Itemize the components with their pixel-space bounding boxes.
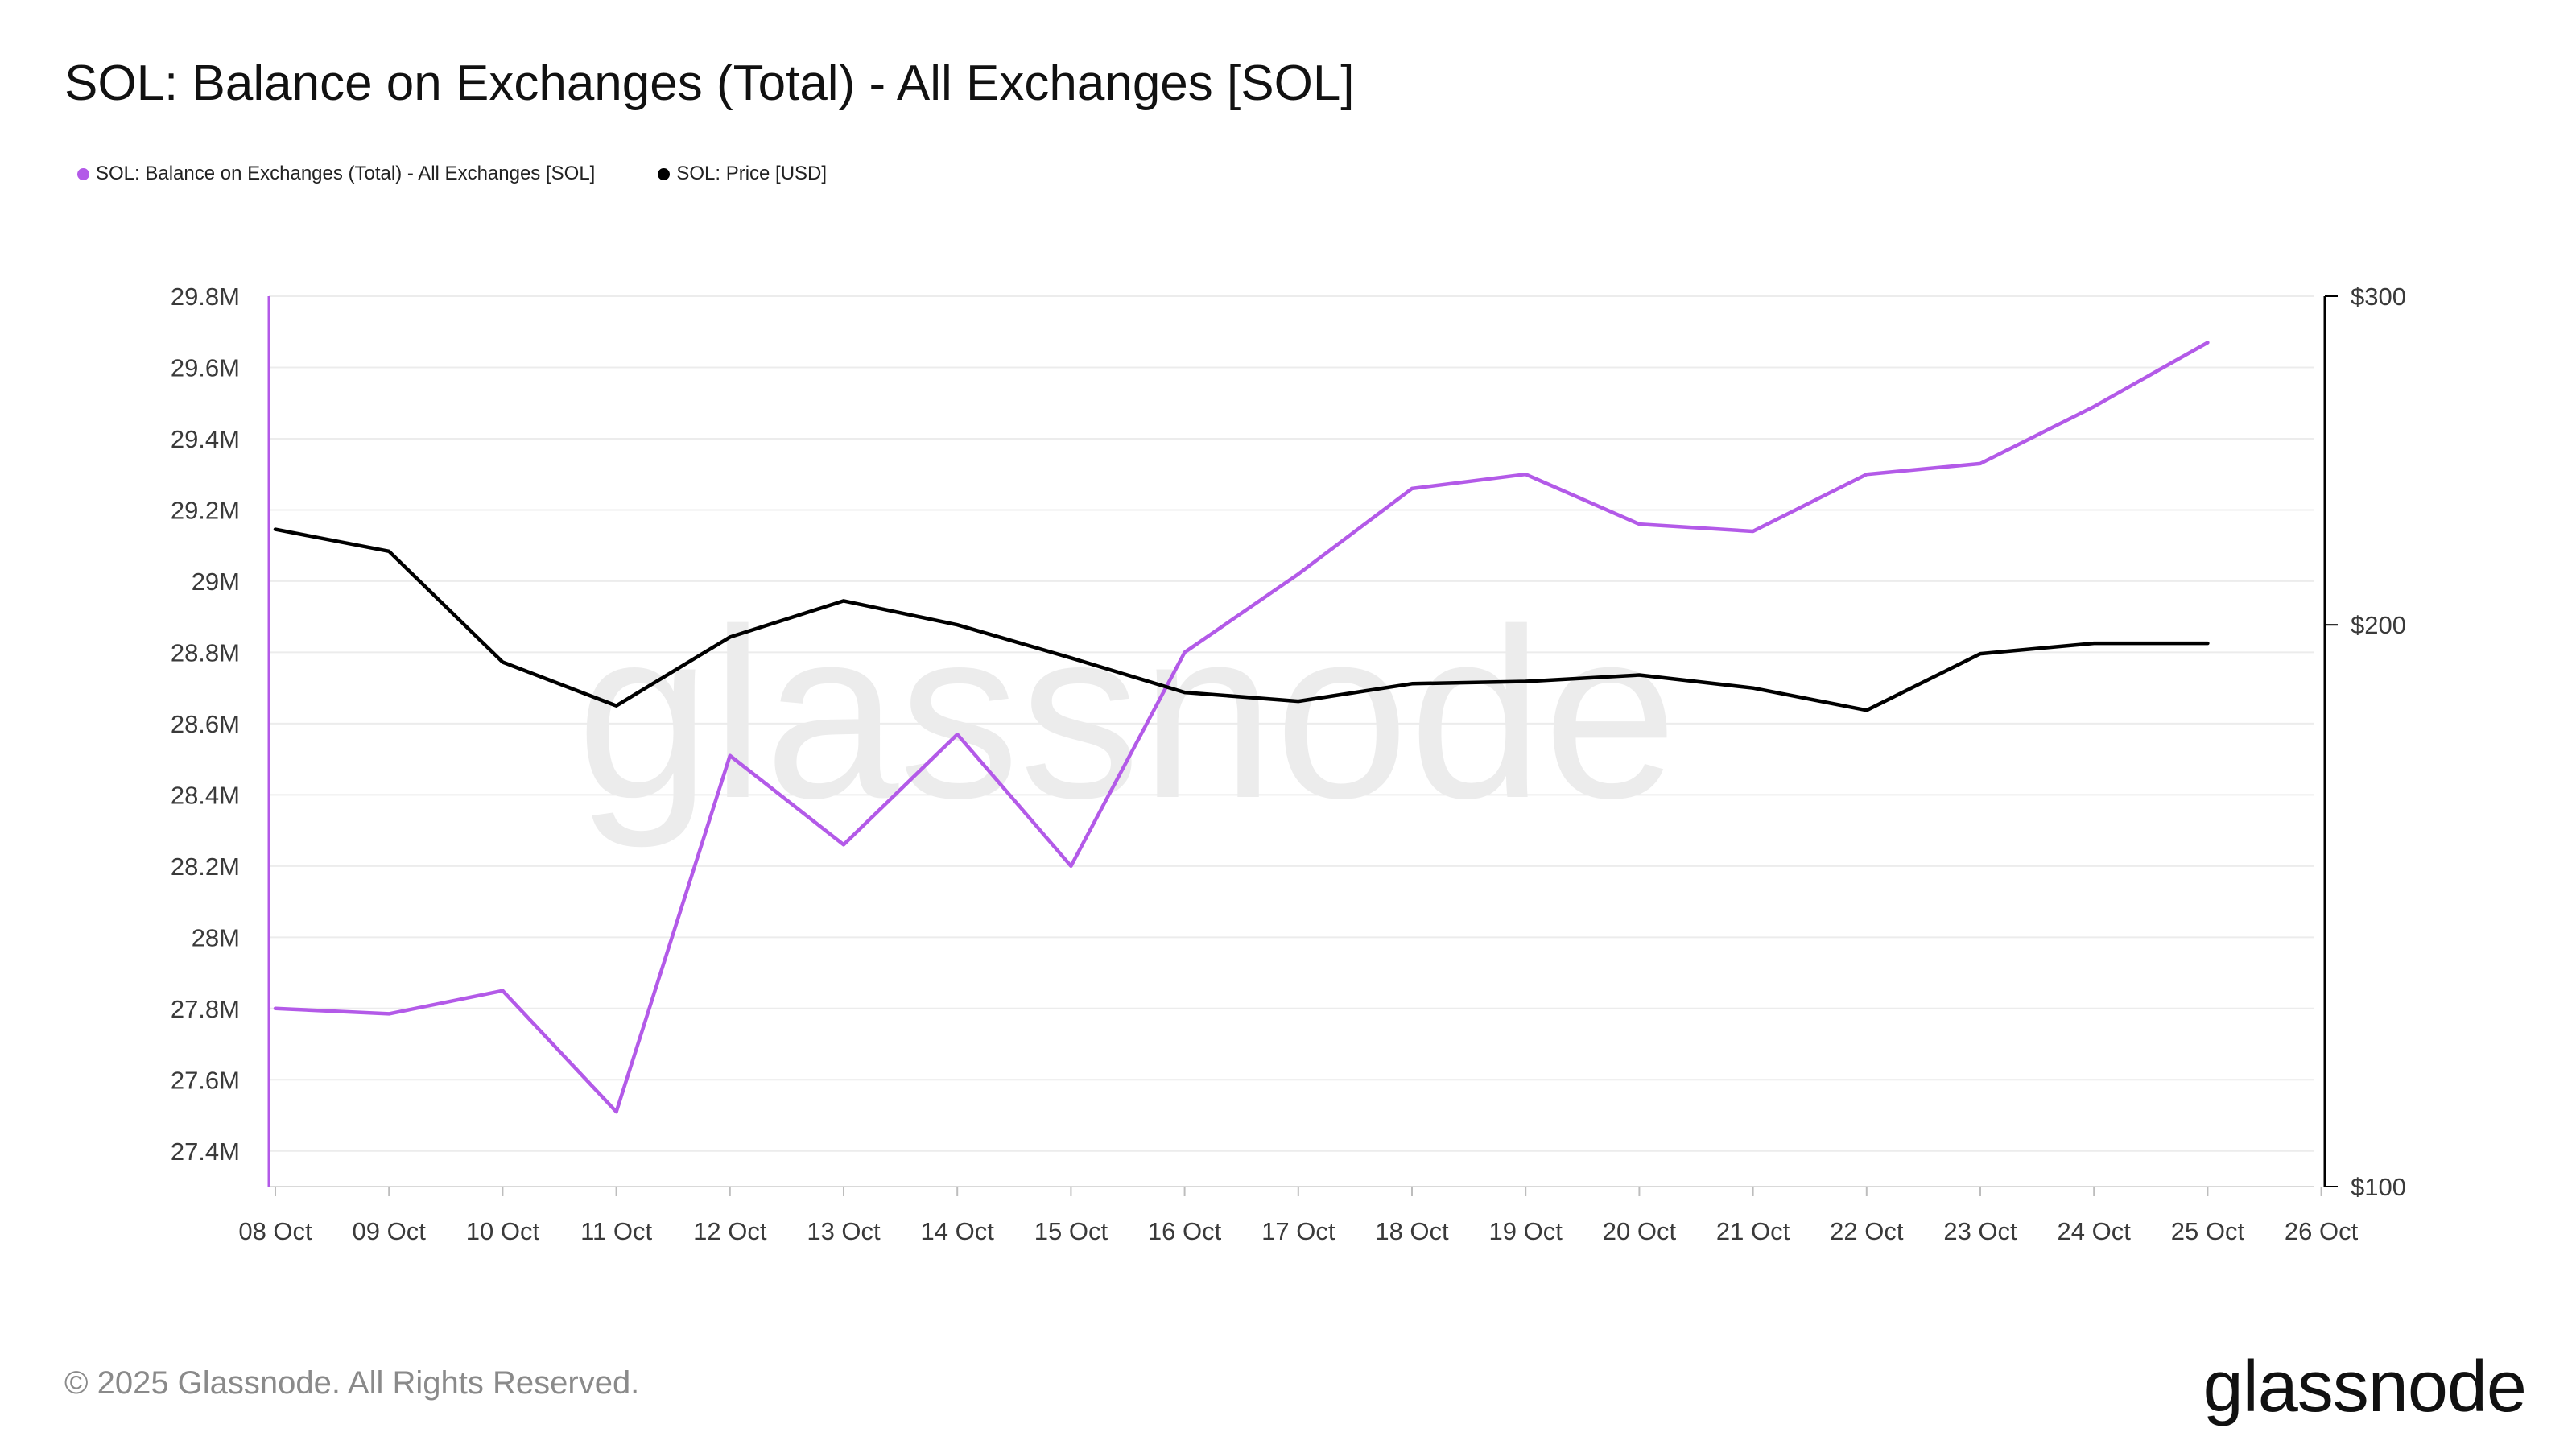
x-tick-label: 08 Oct (238, 1217, 312, 1245)
y-tick-label-left: 29.6M (171, 353, 240, 382)
legend-label-balance: SOL: Balance on Exchanges (Total) - All … (96, 163, 596, 184)
y-tick-label-right: $100 (2351, 1173, 2406, 1201)
y-tick-label-left: 27.8M (171, 995, 240, 1023)
watermark: glassnode (576, 578, 1678, 850)
y-tick-label-left: 29.4M (171, 425, 240, 453)
x-tick-label: 23 Oct (1943, 1217, 2017, 1245)
legend: SOL: Balance on Exchanges (Total) - All … (77, 163, 890, 185)
x-tick-label: 18 Oct (1375, 1217, 1449, 1245)
x-tick-label: 26 Oct (2285, 1217, 2359, 1245)
y-tick-label-left: 28M (192, 923, 240, 952)
y-tick-label-left: 28.6M (171, 710, 240, 738)
x-tick-label: 15 Oct (1034, 1217, 1108, 1245)
x-tick-label: 09 Oct (353, 1217, 427, 1245)
series (273, 341, 2210, 1114)
x-tick-label: 12 Oct (693, 1217, 767, 1245)
y-tick-label-left: 29.8M (171, 283, 240, 311)
grid (269, 295, 2314, 1152)
x-tick-label: 13 Oct (807, 1217, 881, 1245)
x-tick-label: 19 Oct (1489, 1217, 1563, 1245)
x-tick-label: 11 Oct (580, 1217, 652, 1245)
x-tick-label: 17 Oct (1261, 1217, 1335, 1245)
legend-dot-price (658, 167, 671, 180)
y-tick-label-right: $200 (2351, 611, 2406, 639)
y-tick-label-right: $300 (2351, 283, 2406, 311)
x-tick-label: 22 Oct (1830, 1217, 1904, 1245)
y-tick-label-left: 28.2M (171, 852, 240, 881)
legend-item-balance[interactable]: SOL: Balance on Exchanges (Total) - All … (77, 163, 595, 185)
chart-title: SOL: Balance on Exchanges (Total) - All … (64, 56, 1355, 111)
y-tick-label-left: 28.4M (171, 781, 240, 809)
copyright-footer: © 2025 Glassnode. All Rights Reserved. (64, 1365, 640, 1401)
y-tick-label-left: 29.2M (171, 496, 240, 524)
y-tick-label-left: 27.6M (171, 1066, 240, 1094)
x-tick-label: 20 Oct (1603, 1217, 1677, 1245)
y-tick-label-left: 27.4M (171, 1137, 240, 1166)
x-tick-label: 25 Oct (2171, 1217, 2245, 1245)
x-tick-label: 24 Oct (2058, 1217, 2132, 1245)
legend-label-price: SOL: Price [USD] (676, 163, 828, 184)
balance-series-line (273, 341, 2210, 1114)
x-tick-label: 10 Oct (466, 1217, 540, 1245)
x-tick-label: 14 Oct (921, 1217, 995, 1245)
legend-dot-balance (77, 167, 89, 180)
price-series-line (273, 527, 2210, 712)
glassnode-logo: glassnode (2202, 1347, 2527, 1427)
y-tick-label-left: 29M (192, 568, 240, 596)
axes: 29.8M 29.6M 29.4M 29.2M 29M 28.8M 28.6M 28.4M 28… (171, 283, 2406, 1245)
legend-item-price[interactable]: SOL: Price [USD] (658, 163, 827, 185)
x-tick-label: 16 Oct (1148, 1217, 1222, 1245)
x-tick-label: 21 Oct (1716, 1217, 1790, 1245)
y-tick-label-left: 28.8M (171, 638, 240, 667)
